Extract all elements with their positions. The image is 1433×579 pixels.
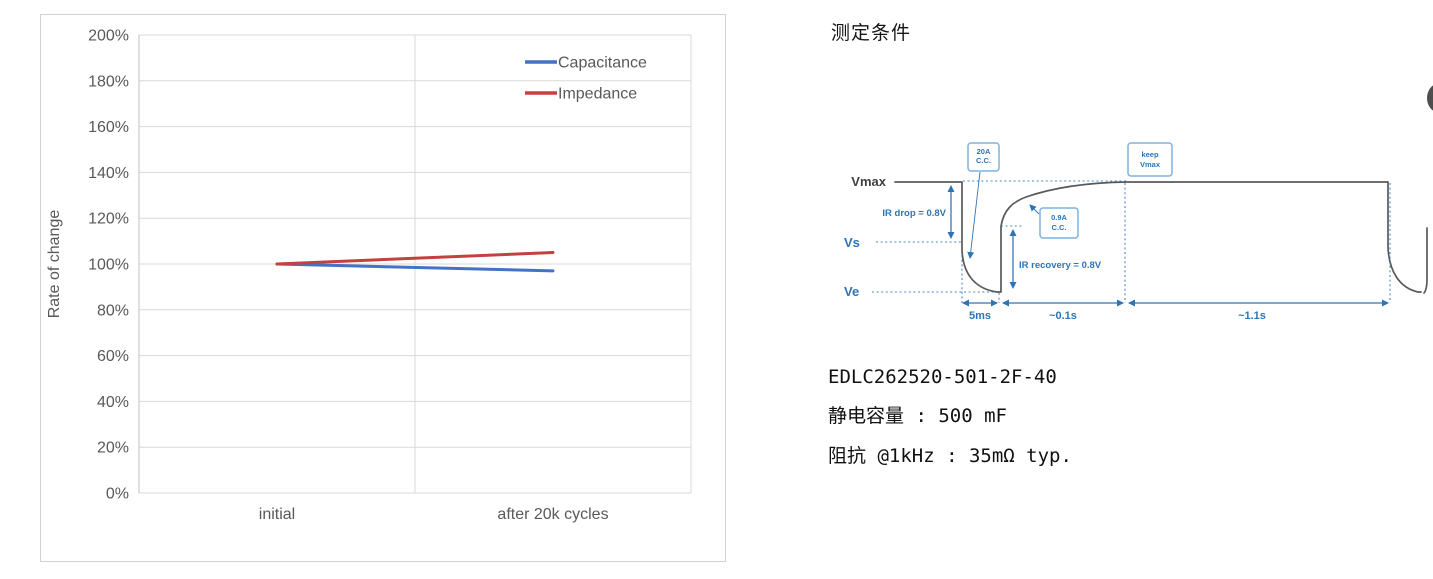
y-tick-label: 160% — [88, 119, 129, 136]
measurement-conditions-title: 测定条件 — [831, 23, 912, 44]
time-label-5ms: 5ms — [969, 310, 991, 322]
time-label-11s: ~1.1s — [1238, 310, 1266, 322]
x-tick-label: after 20k cycles — [497, 506, 608, 523]
keep-vmax-line2: Vmax — [1140, 160, 1161, 169]
y-tick-label: 60% — [97, 348, 129, 365]
y-tick-label: 20% — [97, 440, 129, 457]
ve-label: Ve — [844, 284, 859, 299]
measurement-waveform-diagram: Vmax Vs Ve IR drop = 0.8V IR recovery = … — [844, 142, 1428, 322]
series-line-impedance — [275, 251, 555, 266]
y-tick-label: 80% — [97, 302, 129, 319]
recovery-current-line1: 0.9A — [1051, 213, 1067, 222]
recovery-current-pointer — [1029, 204, 1040, 215]
legend-label: Impedance — [558, 86, 637, 103]
ir-recovery-label: IR recovery = 0.8V — [1019, 260, 1102, 271]
y-tick-label: 0% — [106, 486, 129, 503]
charge-current-pointer — [967, 171, 981, 259]
rate-of-change-chart-card: 0% 20% 40% 60% 80% 100% 120% 140% 160% 180% 200% in… — [40, 14, 726, 562]
y-axis-title: Rate of change — [46, 210, 63, 319]
voltage-trace-next-cycle — [1423, 227, 1428, 294]
y-tick-label: 200% — [88, 28, 129, 45]
impedance-spec: 阻抗 @1kHz : 35mΩ typ. — [828, 445, 1072, 467]
keep-vmax-box — [1127, 142, 1173, 177]
device-specs: EDLC262520-501-2F-40 静电容量 : 500 mF 阻抗 @1… — [828, 366, 1072, 468]
recovery-current-box — [1039, 207, 1079, 239]
voltage-trace — [894, 181, 1422, 293]
y-tick-label: 120% — [88, 211, 129, 228]
y-tick-label: 140% — [88, 165, 129, 182]
series-line-capacitance — [275, 262, 555, 273]
waveform-diagram-wrap: Vmax Vs Ve IR drop = 0.8V IR recovery = … — [830, 135, 1433, 335]
vs-label: Vs — [844, 235, 860, 250]
time-label-01s: ~0.1s — [1049, 310, 1077, 322]
x-tick-label: initial — [259, 506, 295, 523]
legend-label: Capacitance — [558, 55, 647, 72]
keep-vmax-line1: keep — [1141, 150, 1159, 159]
charge-current-line1: 20A — [977, 147, 991, 156]
rate-of-change-chart: 0% 20% 40% 60% 80% 100% 120% 140% 160% 180% 200% in… — [46, 28, 692, 523]
recovery-current-line2: C.C. — [1052, 223, 1067, 232]
y-tick-label: 40% — [97, 394, 129, 411]
vmax-label: Vmax — [851, 174, 886, 189]
y-tick-label: 180% — [88, 73, 129, 90]
partial-circle-graphic — [1427, 83, 1433, 113]
charge-current-box — [967, 142, 1000, 172]
ir-drop-label: IR drop = 0.8V — [882, 208, 946, 219]
capacitance-spec: 静电容量 : 500 mF — [828, 405, 1007, 427]
charge-current-line2: C.C. — [976, 156, 991, 165]
part-number: EDLC262520-501-2F-40 — [828, 366, 1057, 388]
y-tick-label: 100% — [88, 257, 129, 274]
